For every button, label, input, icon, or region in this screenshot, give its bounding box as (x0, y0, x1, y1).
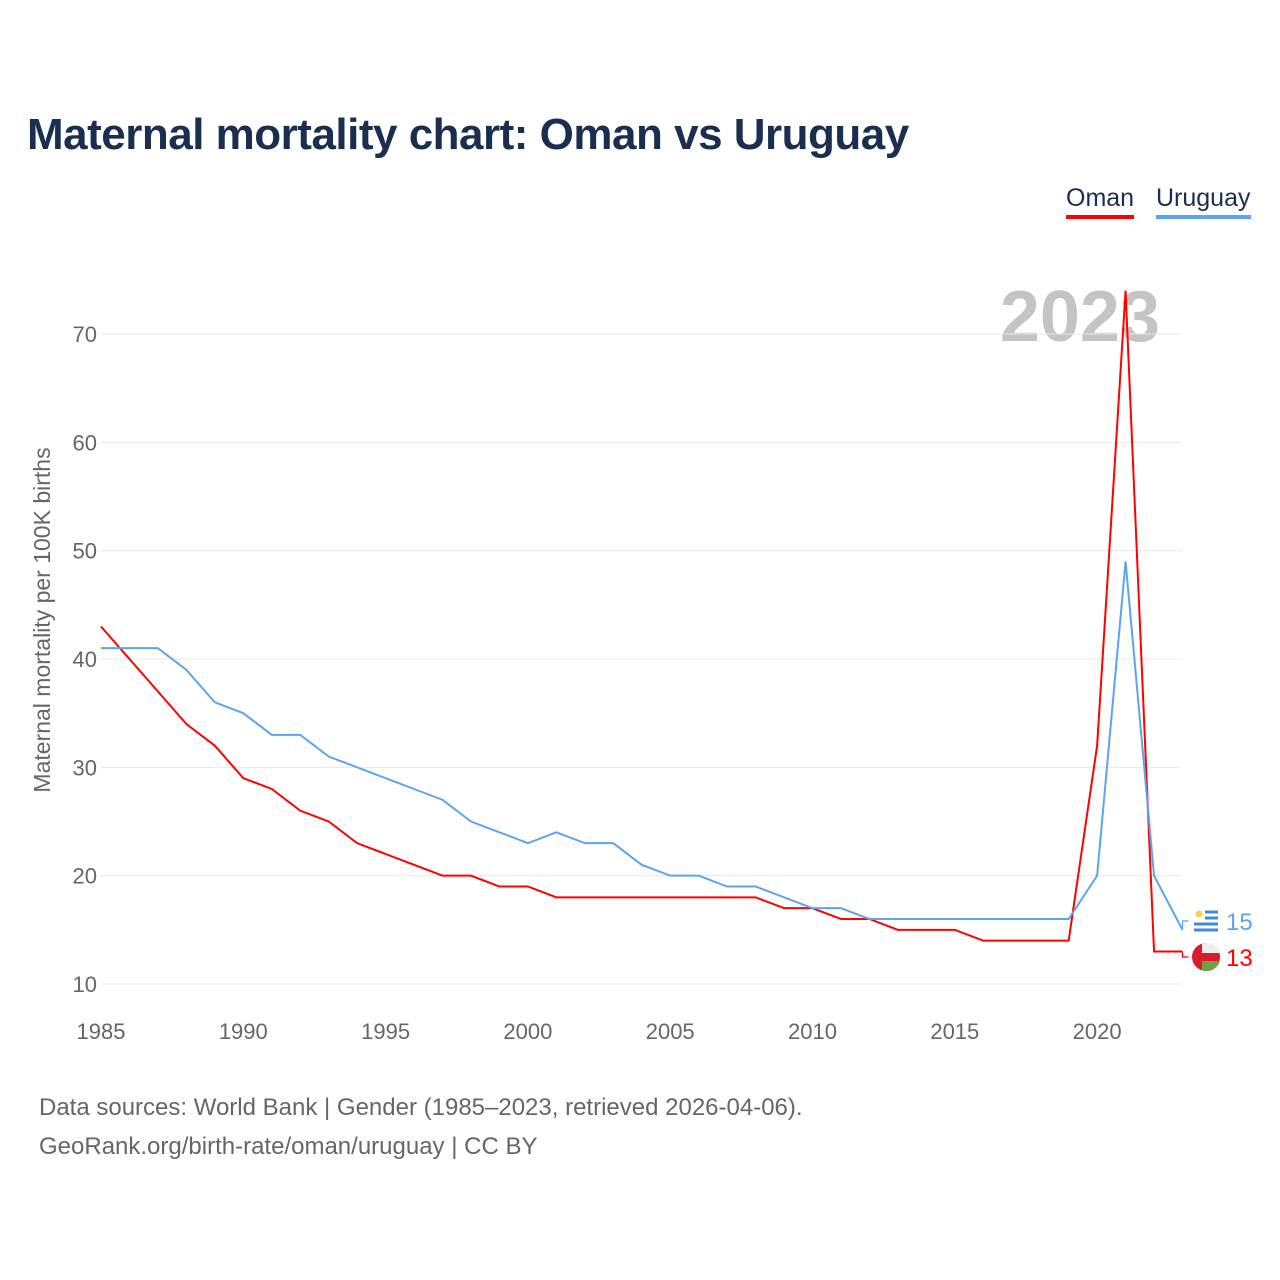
legend-oman[interactable]: Oman (1066, 184, 1135, 219)
flag-sun (1195, 910, 1203, 918)
y-tick-label: 60 (73, 430, 97, 455)
y-tick-label: 30 (73, 755, 97, 780)
y-tick-label: 10 (73, 972, 97, 997)
x-tick-label: 1995 (361, 1019, 410, 1044)
source-text: Data sources: World Bank | Gender (1985–… (39, 1094, 803, 1121)
flag-stripe (1194, 922, 1218, 926)
x-tick-label: 2005 (646, 1019, 695, 1044)
label-leader (1181, 951, 1189, 958)
y-tick-label: 50 (73, 539, 97, 564)
series-line-oman (100, 290, 1183, 953)
flag-stripe (1194, 916, 1218, 920)
x-tick-label: 2020 (1073, 1019, 1122, 1044)
label-leader (1181, 920, 1189, 930)
y-tick-label: 70 (73, 322, 97, 347)
source-link[interactable]: GeoRank.org/birth-rate/oman/uruguay | CC… (39, 1133, 538, 1160)
year-watermark: 2023 (1000, 277, 1160, 357)
y-tick-label: 40 (73, 647, 97, 672)
flag-white (1202, 942, 1220, 953)
series-line-uruguay (101, 561, 1184, 931)
x-tick-label: 2000 (503, 1019, 552, 1044)
legend-uruguay[interactable]: Uruguay (1156, 184, 1251, 219)
chart-title: Maternal mortality chart: Oman vs Urugua… (27, 110, 909, 159)
flag-green (1202, 961, 1220, 972)
y-tick-label: 20 (73, 864, 97, 889)
x-tick-label: 2015 (930, 1019, 979, 1044)
x-tick-label: 1985 (77, 1019, 126, 1044)
end-value-label-oman: 13 (1226, 945, 1253, 972)
y-axis-label: Maternal mortality per 100K births (29, 447, 55, 792)
end-value-label-uruguay: 15 (1226, 909, 1253, 936)
flag-stripe (1194, 928, 1218, 932)
footer: Data sources: World Bank | Gender (1985–… (39, 1088, 803, 1166)
flag-stripe (1194, 910, 1218, 914)
x-tick-label: 1990 (219, 1019, 268, 1044)
x-tick-label: 2010 (788, 1019, 837, 1044)
